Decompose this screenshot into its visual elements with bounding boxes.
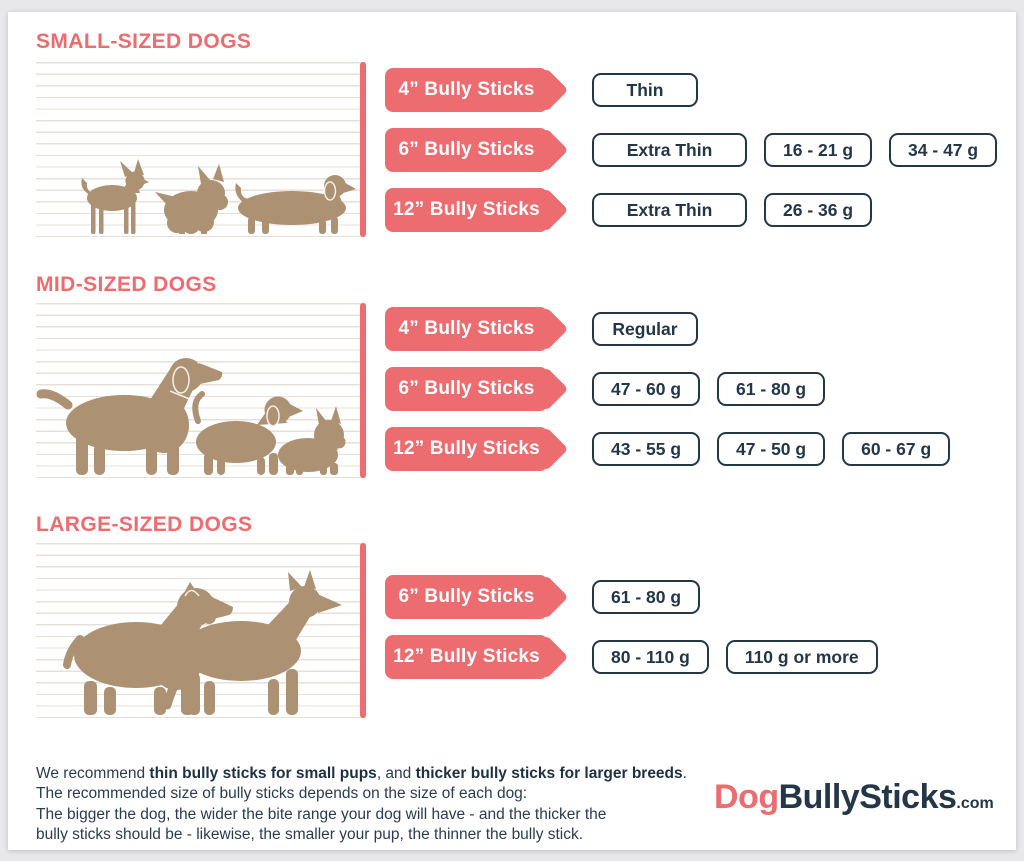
value-box: Extra Thin	[592, 133, 747, 167]
mid-dogs-height-chart	[36, 303, 366, 478]
size-row: 4” Bully Sticks Thin	[385, 68, 1015, 112]
value-boxes: 43 - 55 g 47 - 50 g 60 - 67 g	[592, 432, 951, 466]
size-row: 12” Bully Sticks 43 - 55 g 47 - 50 g 60 - 6…	[385, 427, 1015, 471]
bully-stick-length-tag: 6” Bully Sticks	[385, 128, 548, 172]
value-box: 80 - 110 g	[592, 640, 709, 674]
large-dogs-height-chart	[36, 543, 366, 718]
value-box: 47 - 50 g	[717, 432, 826, 466]
value-box: 34 - 47 g	[889, 133, 998, 167]
infographic-card: SMALL-SIZED DOGS	[8, 12, 1016, 850]
rottweiler-silhouette	[63, 582, 233, 715]
value-boxes: 47 - 60 g 61 - 80 g	[592, 372, 826, 406]
bully-stick-length-tag: 12” Bully Sticks	[385, 635, 548, 679]
size-row: 6” Bully Sticks 47 - 60 g 61 - 80 g	[385, 367, 1015, 411]
section-title-large: LARGE-SIZED DOGS	[36, 513, 253, 536]
yorkshire-terrier-silhouette	[155, 164, 228, 234]
large-dogs-illustration	[63, 570, 342, 715]
bully-stick-length-label: 12” Bully Sticks	[393, 438, 540, 459]
size-row: 4” Bully Sticks Regular	[385, 307, 1015, 351]
value-box: 110 g or more	[725, 640, 878, 674]
section-title-mid: MID-SIZED DOGS	[36, 273, 217, 296]
small-dogs-size-rows: 4” Bully Sticks Thin 6” Bully Sticks Extra …	[385, 68, 1015, 248]
value-box: 16 - 21 g	[764, 133, 873, 167]
large-dogs-size-rows: 6” Bully Sticks 61 - 80 g 12” Bully Sticks…	[385, 575, 1015, 695]
size-row: 6” Bully Sticks 61 - 80 g	[385, 575, 1015, 619]
mid-dogs-size-rows: 4” Bully Sticks Regular 6” Bully Sticks 47 …	[385, 307, 1015, 487]
value-box: 47 - 60 g	[592, 372, 701, 406]
value-box: 61 - 80 g	[592, 580, 701, 614]
logo-part-dog: Dog	[714, 778, 779, 816]
value-boxes: Regular	[592, 312, 698, 346]
bully-stick-length-label: 12” Bully Sticks	[393, 646, 540, 667]
logo-part-bullysticks: BullySticks	[778, 778, 957, 816]
bully-stick-length-label: 6” Bully Sticks	[398, 378, 535, 399]
bully-stick-length-label: 4” Bully Sticks	[398, 318, 535, 339]
chihuahua-silhouette	[81, 159, 149, 234]
bully-stick-length-tag: 4” Bully Sticks	[385, 68, 548, 112]
value-box: 43 - 55 g	[592, 432, 701, 466]
size-row: 12” Bully Sticks Extra Thin 26 - 36 g	[385, 188, 1015, 232]
french-bulldog-silhouette	[278, 406, 346, 475]
bully-stick-length-tag: 6” Bully Sticks	[385, 575, 548, 619]
footer-paragraph: We recommend thin bully sticks for small…	[36, 764, 687, 844]
value-box: 61 - 80 g	[717, 372, 826, 406]
bully-stick-length-tag: 12” Bully Sticks	[385, 188, 548, 232]
value-box: 60 - 67 g	[842, 432, 951, 466]
size-row: 12” Bully Sticks 80 - 110 g 110 g or more	[385, 635, 1015, 679]
bully-stick-length-tag: 4” Bully Sticks	[385, 307, 548, 351]
bully-stick-length-tag: 6” Bully Sticks	[385, 367, 548, 411]
logo-suffix-com: .com	[956, 795, 994, 812]
dogbullysticks-logo: DogBullySticks.com	[714, 778, 994, 817]
size-row: 6” Bully Sticks Extra Thin 16 - 21 g 34 - 4…	[385, 128, 1015, 172]
german-shepherd-silhouette	[162, 570, 342, 715]
small-dogs-illustration	[81, 159, 356, 234]
value-box: Regular	[592, 312, 698, 346]
bully-stick-length-label: 12” Bully Sticks	[393, 199, 540, 220]
value-boxes: Extra Thin 26 - 36 g	[592, 193, 873, 227]
small-dogs-height-chart	[36, 62, 366, 237]
bully-stick-length-label: 6” Bully Sticks	[398, 586, 535, 607]
section-title-small: SMALL-SIZED DOGS	[36, 30, 252, 53]
bully-stick-length-tag: 12” Bully Sticks	[385, 427, 548, 471]
beagle-silhouette	[192, 391, 303, 475]
value-boxes: 61 - 80 g	[592, 580, 701, 614]
bully-stick-length-label: 6” Bully Sticks	[398, 139, 535, 160]
dachshund-silhouette	[235, 175, 356, 234]
value-boxes: 80 - 110 g 110 g or more	[592, 640, 878, 674]
value-box: Extra Thin	[592, 193, 747, 227]
value-boxes: Extra Thin 16 - 21 g 34 - 47 g	[592, 133, 998, 167]
labrador-silhouette	[36, 358, 223, 475]
scale-bar	[360, 62, 366, 237]
mid-dogs-illustration	[36, 358, 346, 475]
value-box: Thin	[592, 73, 698, 107]
scale-bar	[360, 543, 366, 718]
bully-stick-length-label: 4” Bully Sticks	[398, 79, 535, 100]
value-boxes: Thin	[592, 73, 698, 107]
scale-bar	[360, 303, 366, 478]
value-box: 26 - 36 g	[764, 193, 873, 227]
